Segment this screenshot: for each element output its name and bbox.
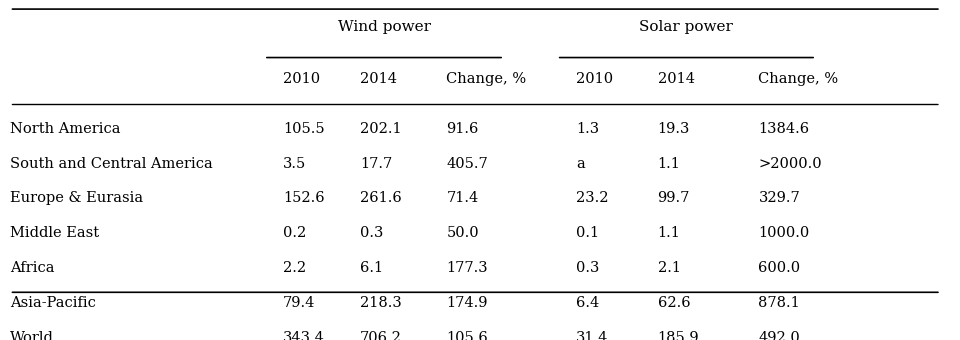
Text: 62.6: 62.6 (658, 296, 690, 310)
Text: 1.1: 1.1 (658, 226, 681, 240)
Text: 329.7: 329.7 (758, 191, 800, 205)
Text: 405.7: 405.7 (446, 156, 488, 171)
Text: 91.6: 91.6 (446, 122, 479, 136)
Text: 261.6: 261.6 (360, 191, 401, 205)
Text: Change, %: Change, % (446, 72, 526, 86)
Text: 600.0: 600.0 (758, 261, 801, 275)
Text: 50.0: 50.0 (446, 226, 479, 240)
Text: 17.7: 17.7 (360, 156, 393, 171)
Text: 0.2: 0.2 (283, 226, 306, 240)
Text: 1.1: 1.1 (658, 156, 681, 171)
Text: 19.3: 19.3 (658, 122, 690, 136)
Text: 1.3: 1.3 (576, 122, 599, 136)
Text: 218.3: 218.3 (360, 296, 401, 310)
Text: 343.4: 343.4 (283, 331, 325, 340)
Text: Wind power: Wind power (338, 20, 430, 34)
Text: 3.5: 3.5 (283, 156, 306, 171)
Text: 185.9: 185.9 (658, 331, 699, 340)
Text: World: World (10, 331, 54, 340)
Text: 2014: 2014 (658, 72, 695, 86)
Text: 878.1: 878.1 (758, 296, 800, 310)
Text: Solar power: Solar power (639, 20, 733, 34)
Text: 2014: 2014 (360, 72, 397, 86)
Text: 2.1: 2.1 (658, 261, 681, 275)
Text: 2.2: 2.2 (283, 261, 306, 275)
Text: Middle East: Middle East (10, 226, 99, 240)
Text: 202.1: 202.1 (360, 122, 401, 136)
Text: 6.4: 6.4 (576, 296, 599, 310)
Text: 105.5: 105.5 (283, 122, 324, 136)
Text: Change, %: Change, % (758, 72, 838, 86)
Text: 2010: 2010 (283, 72, 321, 86)
Text: Asia-Pacific: Asia-Pacific (10, 296, 95, 310)
Text: 177.3: 177.3 (446, 261, 488, 275)
Text: 23.2: 23.2 (576, 191, 609, 205)
Text: 0.3: 0.3 (576, 261, 599, 275)
Text: South and Central America: South and Central America (10, 156, 212, 171)
Text: 79.4: 79.4 (283, 296, 316, 310)
Text: 706.2: 706.2 (360, 331, 402, 340)
Text: 492.0: 492.0 (758, 331, 800, 340)
Text: 174.9: 174.9 (446, 296, 488, 310)
Text: >2000.0: >2000.0 (758, 156, 822, 171)
Text: 31.4: 31.4 (576, 331, 609, 340)
Text: North America: North America (10, 122, 120, 136)
Text: Africa: Africa (10, 261, 54, 275)
Text: 152.6: 152.6 (283, 191, 324, 205)
Text: 0.1: 0.1 (576, 226, 599, 240)
Text: a: a (576, 156, 585, 171)
Text: 2010: 2010 (576, 72, 613, 86)
Text: 0.3: 0.3 (360, 226, 383, 240)
Text: 71.4: 71.4 (446, 191, 479, 205)
Text: 1000.0: 1000.0 (758, 226, 809, 240)
Text: Europe & Eurasia: Europe & Eurasia (10, 191, 143, 205)
Text: 105.6: 105.6 (446, 331, 488, 340)
Text: 99.7: 99.7 (658, 191, 690, 205)
Text: 6.1: 6.1 (360, 261, 383, 275)
Text: 1384.6: 1384.6 (758, 122, 809, 136)
